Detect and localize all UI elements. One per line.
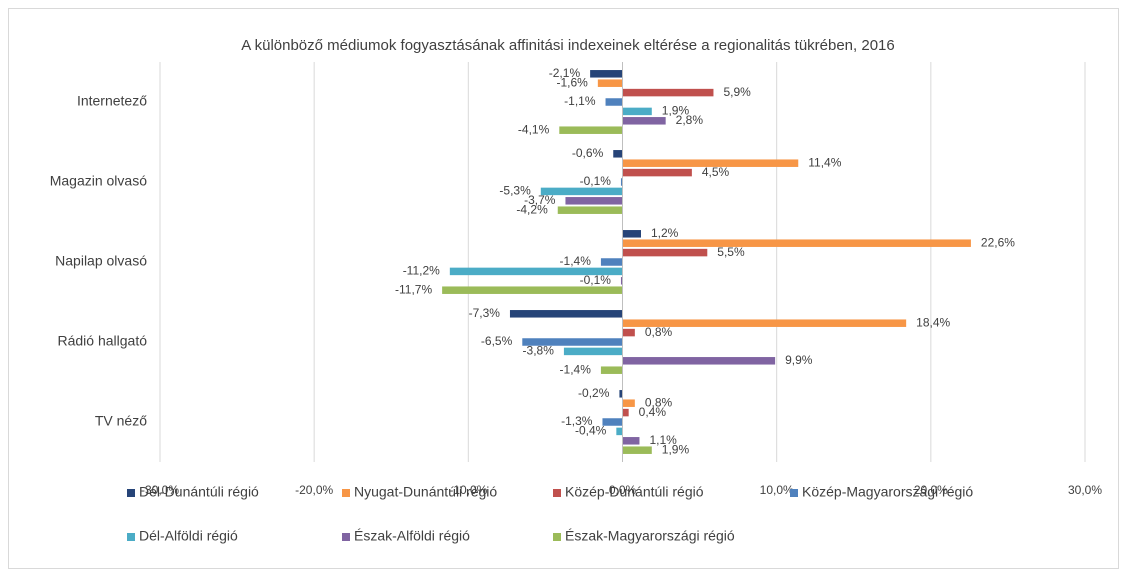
y-tick-label: Internetező (77, 93, 147, 109)
legend-swatch (127, 489, 135, 497)
x-tick-label: 30,0% (1068, 483, 1102, 497)
legend-label: Észak-Alföldi régió (354, 528, 470, 544)
bar (559, 126, 623, 134)
bar (557, 206, 623, 214)
legend-swatch (553, 533, 561, 541)
bar (565, 197, 623, 205)
data-label: 5,5% (717, 245, 745, 259)
bar (622, 328, 635, 337)
bar (622, 319, 907, 327)
bar (600, 366, 623, 374)
x-tick-label: -10,0% (449, 483, 487, 497)
data-label: 0,4% (639, 405, 667, 419)
bar (563, 347, 623, 356)
data-label: 2,8% (676, 113, 704, 127)
data-label: -1,6% (556, 75, 588, 89)
legend-label: Közép-Dunántúli régió (565, 484, 704, 500)
data-label: -7,3% (469, 306, 501, 320)
x-tick-label: -20,0% (295, 483, 333, 497)
x-tick-label: 10,0% (760, 483, 794, 497)
data-label: -0,6% (572, 146, 604, 160)
data-label: 5,9% (723, 85, 751, 99)
data-label: 1,9% (662, 442, 690, 456)
data-label: -1,4% (560, 362, 592, 376)
bar (619, 390, 623, 398)
legend-label: Dél-Dunántúli régió (139, 484, 259, 500)
bar (616, 427, 623, 436)
bar (622, 239, 971, 247)
data-label: 4,5% (702, 165, 730, 179)
bar (622, 446, 652, 454)
data-label: -3,8% (523, 344, 555, 358)
data-label: -4,1% (518, 122, 550, 136)
bar (449, 267, 623, 276)
bar (622, 159, 799, 167)
bar (620, 178, 623, 186)
data-label: -1,4% (560, 254, 592, 268)
bar (522, 338, 623, 346)
bar (605, 98, 623, 106)
data-label: -1,3% (561, 414, 593, 428)
data-label: 9,9% (785, 353, 813, 367)
bar (600, 258, 623, 266)
data-label: 1,1% (649, 433, 677, 447)
bar (622, 248, 708, 257)
y-tick-label: Magazin olvasó (50, 173, 147, 189)
legend-swatch (342, 533, 350, 541)
bar (509, 310, 623, 318)
bar (622, 107, 652, 116)
data-label: -0,1% (580, 273, 612, 287)
bar (613, 150, 623, 158)
data-label: 22,6% (981, 235, 1015, 249)
legend-label: Dél-Alföldi régió (139, 528, 238, 544)
bar (622, 437, 640, 445)
data-label: -3,7% (524, 193, 556, 207)
data-label: -6,5% (481, 334, 513, 348)
bar (622, 88, 714, 97)
data-label: 1,2% (651, 226, 679, 240)
legend-swatch (790, 489, 798, 497)
bar (590, 70, 623, 78)
data-label: -1,1% (564, 94, 596, 108)
legend-swatch (553, 489, 561, 497)
x-tick-label: -30,0% (141, 483, 179, 497)
bar (622, 168, 692, 177)
legend-swatch (342, 489, 350, 497)
data-label: -4,2% (516, 202, 548, 216)
bar (622, 230, 641, 238)
data-label: -11,2% (403, 264, 440, 278)
legend-label: Észak-Magyarországi régió (565, 528, 735, 544)
data-label: 1,9% (662, 104, 690, 118)
data-label: 11,4% (808, 155, 841, 169)
y-tick-label: Napilap olvasó (55, 253, 147, 269)
data-label: -11,7% (395, 282, 432, 296)
legend-label: Nyugat-Dunántúli régió (354, 484, 497, 500)
data-label: -0,1% (580, 174, 612, 188)
y-tick-label: Rádió hallgató (57, 333, 147, 349)
bar (597, 79, 623, 87)
data-label: 0,8% (645, 325, 673, 339)
data-label: -5,3% (499, 184, 531, 198)
chart-title: A különböző médiumok fogyasztásának affi… (241, 37, 894, 54)
bar (622, 357, 776, 365)
bar (442, 286, 623, 294)
bar (622, 408, 629, 417)
bar (622, 117, 666, 125)
x-tick-label: 20,0% (914, 483, 948, 497)
y-tick-label: TV néző (95, 413, 147, 429)
legend-label: Közép-Magyarországi régió (802, 484, 973, 500)
legend-swatch (127, 533, 135, 541)
x-tick-label: 0,0% (609, 483, 637, 497)
data-label: -0,4% (575, 424, 607, 438)
data-label: 18,4% (916, 315, 950, 329)
bar (540, 187, 623, 196)
data-label: 0,8% (645, 395, 673, 409)
bar (620, 277, 623, 285)
data-label: -0,2% (578, 386, 610, 400)
bar (602, 418, 623, 426)
data-label: -2,1% (549, 66, 581, 80)
bar (622, 399, 635, 407)
